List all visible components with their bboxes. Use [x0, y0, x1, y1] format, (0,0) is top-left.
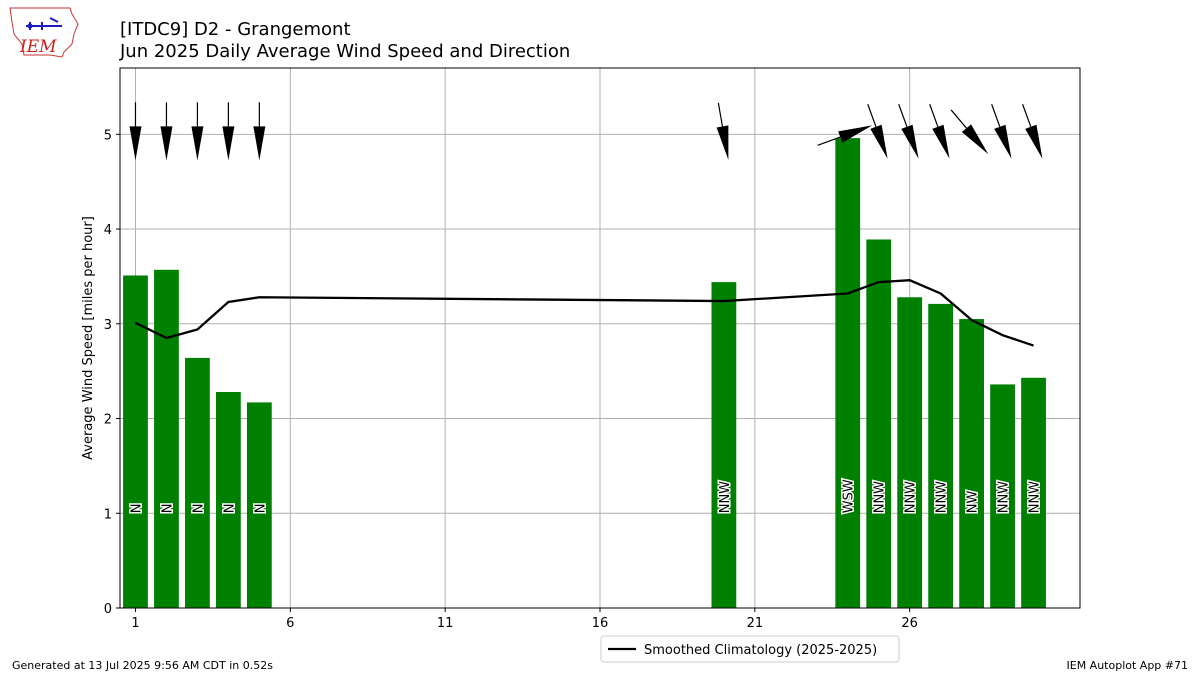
x-tick-label: 16: [592, 616, 609, 631]
y-axis-label: Average Wind Speed [miles per hour]: [81, 216, 96, 460]
wind-arrow-icon: [222, 102, 235, 161]
logo-text: IEM: [19, 37, 57, 57]
wind-arrow-head: [222, 126, 235, 161]
chart-title-line1: [ITDC9] D2 - Grangemont: [120, 19, 351, 40]
wind-speed-bar: [123, 275, 148, 608]
direction-label: N: [191, 504, 206, 514]
direction-label: N: [253, 504, 268, 514]
y-tick-label: 3: [104, 318, 112, 333]
wind-speed-bar: [1021, 377, 1046, 608]
wind-arrow-icon: [129, 102, 142, 161]
climatology-line: [134, 279, 1034, 347]
wind-arrow-shaft: [1022, 104, 1032, 128]
wind-speed-bar: [959, 319, 984, 608]
wind-arrow-head: [994, 124, 1012, 159]
wind-arrow-icon: [898, 104, 919, 159]
wind-arrow-head: [253, 126, 266, 161]
wind-arrow-shaft: [817, 136, 841, 146]
x-tick-label: 6: [286, 616, 294, 631]
y-tick-label: 0: [104, 602, 112, 617]
wind-arrow-icon: [160, 102, 173, 161]
wind-speed-bar: [711, 282, 737, 608]
bar-series: [123, 138, 1046, 608]
y-tick-label: 2: [104, 413, 112, 428]
wind-arrow-head: [129, 126, 142, 161]
wind-arrow-icon: [817, 125, 873, 146]
x-tick-label: 11: [437, 616, 454, 631]
iem-logo: IEM: [9, 7, 79, 58]
wind-arrow-shaft: [929, 104, 939, 128]
wind-arrow-icon: [991, 104, 1012, 159]
wind-arrow-head: [716, 125, 729, 160]
wind-arrow-icon: [253, 102, 266, 161]
wind-arrow-icon: [929, 104, 950, 159]
wind-speed-bar: [866, 239, 892, 608]
wind-arrow-head: [160, 126, 173, 161]
direction-label: N: [129, 504, 144, 514]
x-axis-ticks: 1 6 11 16 21 26: [131, 608, 918, 631]
direction-label: N: [160, 504, 175, 514]
wind-arrow-icon: [950, 109, 989, 155]
climatology-line-layer: [134, 279, 1034, 347]
wind-arrow-icon: [867, 104, 888, 159]
x-tick-label: 26: [901, 616, 918, 631]
wind-arrow-head: [838, 125, 873, 143]
wind-arrow-shaft: [867, 104, 877, 128]
wind-arrow-head: [961, 124, 989, 155]
wind-arrow-shaft: [898, 104, 908, 128]
y-tick-label: 5: [104, 128, 112, 143]
station-dot-icon: [27, 23, 33, 29]
footer-app: IEM Autoplot App #71: [1067, 659, 1189, 672]
y-tick-label: 1: [104, 507, 112, 522]
wind-arrow-head: [191, 126, 204, 161]
wind-arrow-shaft: [950, 109, 967, 129]
wind-speed-bar: [216, 392, 241, 608]
wind-arrow-head: [870, 124, 888, 159]
wind-speed-bar: [246, 402, 272, 608]
wind-arrow-icon: [1022, 104, 1043, 159]
wind-arrow-head: [1025, 124, 1043, 159]
direction-labels: N N N N N NNW WSW NNW NNW NNW NW NNW NNW: [128, 478, 1044, 515]
wind-arrow-head: [901, 124, 919, 159]
legend: Smoothed Climatology (2025-2025): [600, 635, 900, 663]
wind-speed-bar: [835, 138, 861, 608]
wind-speed-bar: [897, 297, 923, 608]
y-tick-label: 4: [104, 223, 112, 238]
wind-speed-bar: [928, 303, 954, 608]
iowa-outline-icon: [9, 7, 79, 58]
legend-label: Smoothed Climatology (2025-2025): [644, 643, 877, 658]
legend-box: [600, 635, 900, 663]
wind-arrow-icon: [191, 102, 204, 161]
x-tick-label: 1: [131, 616, 139, 631]
wind-arrow-head: [932, 124, 950, 159]
direction-label: NNW: [997, 481, 1012, 513]
wind-speed-bar: [154, 269, 179, 608]
wind-arrow-icon: [716, 102, 729, 160]
chart-title-line2: Jun 2025 Daily Average Wind Speed and Di…: [119, 41, 570, 62]
footer-generated: Generated at 13 Jul 2025 9:56 AM CDT in …: [12, 659, 273, 672]
wind-direction-arrows: [129, 102, 1043, 161]
direction-label: NNW: [935, 481, 950, 513]
direction-label: WSW: [842, 479, 857, 513]
direction-label: NNW: [904, 481, 919, 513]
direction-label: NW: [966, 491, 981, 514]
y-axis-ticks: 0 1 2 3 4 5: [104, 128, 120, 617]
direction-label: NNW: [873, 481, 888, 513]
direction-label: NNW: [718, 481, 733, 513]
wind-arrow-shaft: [991, 104, 1001, 128]
direction-label: N: [222, 504, 237, 514]
wind-speed-bar: [990, 384, 1015, 608]
x-tick-label: 21: [747, 616, 764, 631]
wind-arrow-shaft: [717, 102, 724, 127]
direction-label: NNW: [1028, 481, 1043, 513]
wind-speed-bar: [185, 357, 210, 608]
